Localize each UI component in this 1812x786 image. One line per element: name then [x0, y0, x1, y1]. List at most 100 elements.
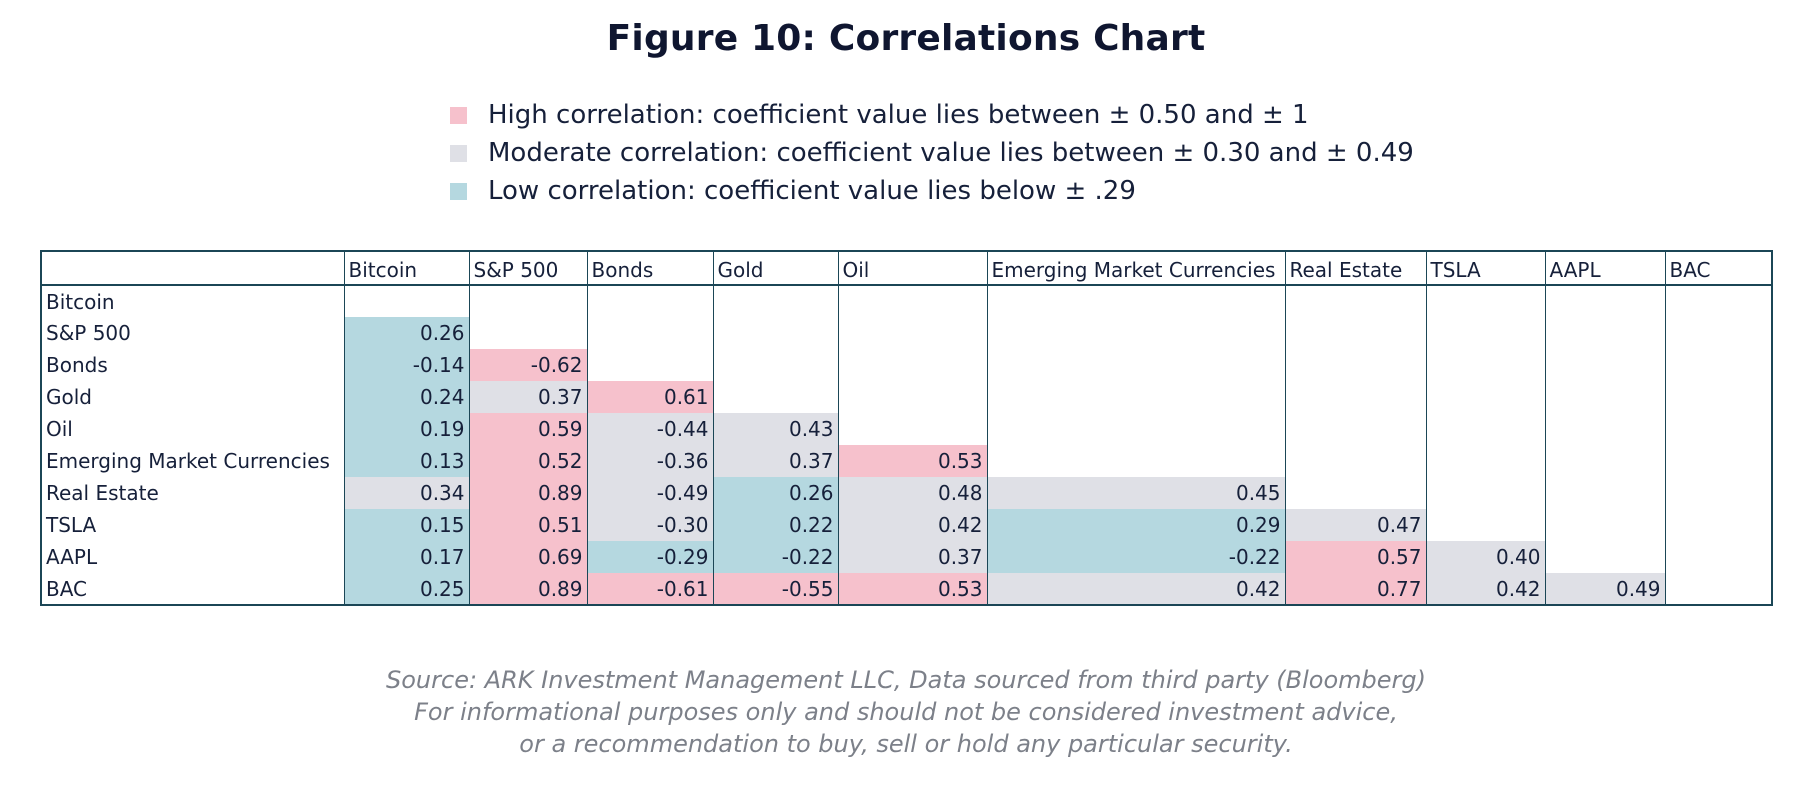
empty-cell	[987, 285, 1286, 317]
correlation-cell: 0.42	[838, 509, 988, 541]
column-header-bitcoin: Bitcoin	[344, 250, 470, 286]
correlation-cell: -0.22	[713, 541, 839, 573]
row-label-oil: Oil	[40, 413, 345, 445]
correlation-cell: 0.42	[987, 573, 1286, 606]
row-label-sandp-500: S&P 500	[40, 317, 345, 349]
correlation-cell: 0.59	[469, 413, 588, 445]
correlation-cell: 0.40	[1426, 541, 1546, 573]
source-line: Source: ARK Investment Management LLC, D…	[386, 666, 1426, 694]
empty-cell	[1665, 413, 1773, 445]
correlation-cell: 0.89	[469, 477, 588, 509]
empty-cell	[1665, 573, 1773, 606]
correlation-cell: 0.48	[838, 477, 988, 509]
legend-item-moderate: Moderate correlation: coefficient value …	[450, 134, 1414, 172]
empty-cell	[587, 349, 714, 381]
empty-cell	[469, 285, 588, 317]
correlation-cell: 0.24	[344, 381, 470, 413]
legend-swatch-low	[450, 182, 467, 200]
empty-cell	[1285, 477, 1427, 509]
table-row: Gold 0.24 0.37 0.61	[40, 381, 1773, 413]
correlation-cell: 0.26	[713, 477, 839, 509]
legend-label-high: High correlation: coefficient value lies…	[488, 100, 1309, 130]
empty-cell	[838, 349, 988, 381]
empty-cell	[838, 381, 988, 413]
correlation-cell: -0.62	[469, 349, 588, 381]
empty-cell	[344, 285, 470, 317]
empty-cell	[1426, 413, 1546, 445]
correlation-cell: -0.14	[344, 349, 470, 381]
table-row: S&P 500 0.26	[40, 317, 1773, 349]
empty-cell	[1426, 285, 1546, 317]
legend-label-moderate: Moderate correlation: coefficient value …	[488, 138, 1414, 168]
empty-cell	[1426, 349, 1546, 381]
legend: High correlation: coefficient value lies…	[450, 96, 1414, 210]
empty-cell	[1665, 381, 1773, 413]
correlation-cell: 0.37	[838, 541, 988, 573]
correlation-cell: 0.26	[344, 317, 470, 349]
empty-cell	[1285, 445, 1427, 477]
correlation-cell: 0.57	[1285, 541, 1427, 573]
correlation-cell: -0.44	[587, 413, 714, 445]
correlation-cell: 0.45	[987, 477, 1286, 509]
empty-cell	[838, 317, 988, 349]
legend-item-low: Low correlation: coefficient value lies …	[450, 172, 1414, 210]
legend-swatch-high	[450, 106, 467, 124]
empty-cell	[1665, 349, 1773, 381]
correlation-cell: 0.25	[344, 573, 470, 606]
corner-cell	[40, 250, 345, 286]
row-label-bitcoin: Bitcoin	[40, 285, 345, 317]
empty-cell	[713, 317, 839, 349]
empty-cell	[987, 445, 1286, 477]
table-row: TSLA 0.15 0.51 -0.30 0.22 0.42 0.29 0.47	[40, 509, 1773, 541]
empty-cell	[1665, 317, 1773, 349]
empty-cell	[469, 317, 588, 349]
empty-cell	[838, 285, 988, 317]
empty-cell	[1665, 445, 1773, 477]
correlation-cell: -0.30	[587, 509, 714, 541]
correlation-cell: -0.49	[587, 477, 714, 509]
correlation-cell: 0.47	[1285, 509, 1427, 541]
empty-cell	[987, 413, 1286, 445]
empty-cell	[1426, 381, 1546, 413]
row-label-gold: Gold	[40, 381, 345, 413]
correlation-cell: 0.19	[344, 413, 470, 445]
row-label-emerging-market-currencies: Emerging Market Currencies	[40, 445, 345, 477]
correlation-cell: 0.77	[1285, 573, 1427, 606]
empty-cell	[587, 317, 714, 349]
correlation-cell: 0.51	[469, 509, 588, 541]
empty-cell	[1285, 317, 1427, 349]
source-note: Source: ARK Investment Management LLC, D…	[0, 664, 1812, 760]
empty-cell	[1545, 509, 1666, 541]
empty-cell	[1426, 445, 1546, 477]
header-row: Bitcoin S&P 500 Bonds Gold Oil Emerging Marke…	[40, 250, 1773, 286]
correlation-cell: -0.29	[587, 541, 714, 573]
disclaimer-line: For informational purposes only and shou…	[414, 698, 1398, 726]
empty-cell	[838, 413, 988, 445]
empty-cell	[987, 317, 1286, 349]
correlation-cell: 0.89	[469, 573, 588, 606]
table-row: AAPL 0.17 0.69 -0.29 -0.22 0.37 -0.22 0.57 0.40	[40, 541, 1773, 573]
table-row: Emerging Market Currencies 0.13 0.52 -0.36 0…	[40, 445, 1773, 477]
correlation-cell: -0.55	[713, 573, 839, 606]
correlation-cell: 0.43	[713, 413, 839, 445]
column-header-gold: Gold	[713, 250, 839, 286]
table-row: Real Estate 0.34 0.89 -0.49 0.26 0.48 0.45	[40, 477, 1773, 509]
row-label-aapl: AAPL	[40, 541, 345, 573]
column-header-bac: BAC	[1665, 250, 1773, 286]
empty-cell	[1426, 509, 1546, 541]
empty-cell	[1426, 317, 1546, 349]
empty-cell	[1285, 349, 1427, 381]
empty-cell	[1285, 413, 1427, 445]
empty-cell	[1426, 477, 1546, 509]
correlation-cell: 0.29	[987, 509, 1286, 541]
correlation-cell: 0.42	[1426, 573, 1546, 606]
table-row: Bitcoin	[40, 285, 1773, 317]
correlation-cell: 0.17	[344, 541, 470, 573]
row-label-bonds: Bonds	[40, 349, 345, 381]
correlation-cell: 0.53	[838, 445, 988, 477]
correlation-cell: 0.34	[344, 477, 470, 509]
empty-cell	[1545, 285, 1666, 317]
disclaimer-line: or a recommendation to buy, sell or hold…	[519, 730, 1293, 758]
column-header-real-estate: Real Estate	[1285, 250, 1427, 286]
empty-cell	[713, 381, 839, 413]
